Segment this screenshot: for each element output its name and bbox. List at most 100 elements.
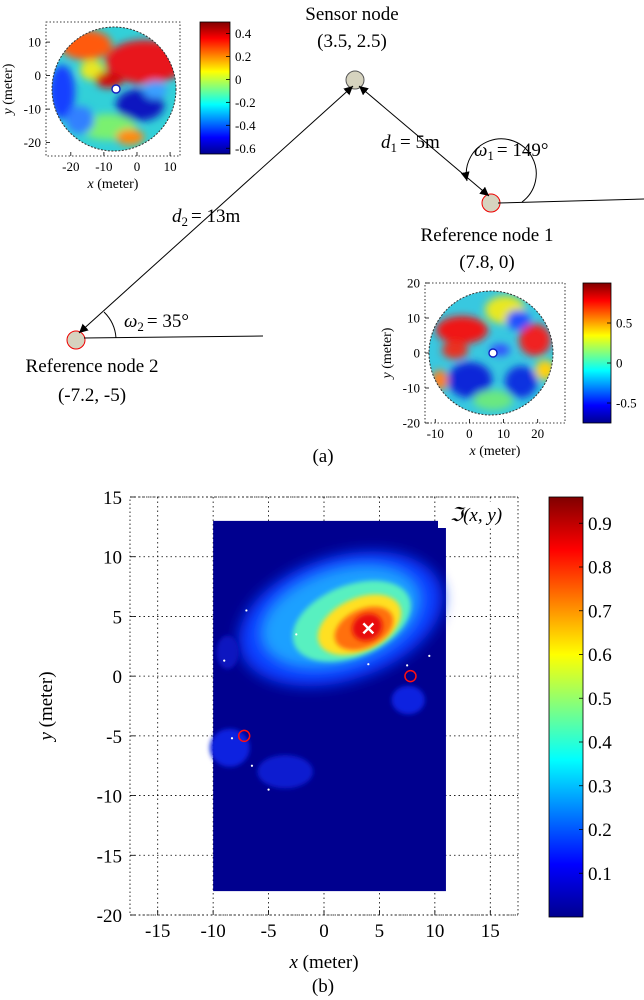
inset-a-disc-edge [51, 26, 177, 152]
reference-node-1-marker [481, 193, 501, 213]
colorbar-tick-label: 0.4 [235, 26, 252, 41]
x-tick-label: 20 [531, 426, 544, 441]
heatmap-blob [209, 728, 250, 767]
inset-a-frame [45, 21, 181, 157]
colorbar-tick-label: 0.5 [616, 316, 632, 331]
inset-a-colorbar [199, 21, 231, 155]
colorbar-tick-label: 0.9 [588, 514, 612, 535]
edge-d2-label: d2 = 13m [172, 206, 240, 229]
reference-node-1-baseline [497, 198, 644, 204]
colorbar-tick-label: 0 [235, 72, 242, 87]
x-axis-label: x (meter) [288, 952, 358, 973]
inset-a-heatmap [52, 27, 176, 151]
panel-b-label: (b) [312, 976, 334, 997]
heatmap-blob [257, 754, 313, 789]
x-tick-label: -10 [95, 159, 112, 174]
heatmap-blob [216, 635, 239, 669]
heatmap-speck [428, 654, 431, 657]
x-tick-label: -10 [427, 426, 444, 441]
inset-pattern-ref2: -20 -10 0 10 10 0 -10 -20 x (meter) y (meter) 0.4… [1, 21, 256, 192]
colorbar-tick-label: -0.4 [235, 118, 256, 133]
y-tick-label: 10 [28, 35, 41, 50]
x-tick-label: 15 [481, 921, 500, 942]
x-tick-label: 0 [134, 159, 141, 174]
y-tick-label: 0 [35, 68, 42, 83]
x-axis-label: x (meter) [469, 444, 521, 459]
inset-b-heatmap [429, 291, 553, 415]
angle-omega1-arc [460, 138, 537, 203]
reference-node-1-title: Reference node 1 [421, 225, 554, 246]
x-tick-label: 10 [497, 426, 510, 441]
y-tick-label: -10 [97, 787, 122, 808]
heatmap-speck [367, 663, 370, 666]
x-tick-label: 5 [375, 921, 385, 942]
inset-b-axes: -10 0 10 20 20 10 0 -10 -20 x (meter) y (meter) [380, 276, 544, 459]
y-tick-label: 5 [113, 607, 123, 628]
chart-title: ℑ(x, y) [450, 505, 502, 526]
main-colorbar [548, 496, 584, 918]
reference-node-marker [237, 729, 251, 743]
x-tick-label: 10 [425, 921, 444, 942]
colorbar-tick-label: 0.2 [588, 820, 612, 841]
y-tick-label: 10 [103, 548, 122, 569]
panel-b-chart: -15 -10 -5 0 5 10 15 15 10 5 0 -5 -10 -15 -20 x (meter)… [36, 488, 612, 997]
y-tick-label: -20 [24, 135, 41, 150]
edge-d2-arrow [78, 85, 354, 334]
x-tick-label: 0 [466, 426, 473, 441]
y-tick-label: 20 [407, 276, 420, 291]
reference-node-2-title: Reference node 2 [26, 356, 159, 377]
colorbar-tick-label: 0.1 [588, 864, 612, 885]
y-axis-label: y (meter) [1, 63, 16, 116]
y-tick-label: -10 [403, 381, 420, 396]
inset-pattern-ref1: -10 0 10 20 20 10 0 -10 -20 x (meter) y (meter) 0.… [380, 276, 637, 459]
x-tick-label: -10 [200, 921, 225, 942]
title-box [438, 502, 514, 528]
x-tick-label: 10 [164, 159, 177, 174]
sensor-node-marker [345, 70, 365, 90]
reference-node-2-baseline [83, 335, 264, 339]
heatmap-speck [223, 659, 226, 662]
markers [237, 622, 417, 743]
heatmap-speck [406, 664, 409, 667]
heatmap-speck [250, 764, 254, 767]
y-tick-label: -5 [106, 727, 122, 748]
x-tick-label: -5 [261, 921, 277, 942]
colorbar-tick-label: -0.5 [616, 396, 637, 411]
inset-b-node-marker [488, 348, 498, 358]
angle-omega2-arc [103, 311, 117, 339]
y-tick-label: -20 [97, 906, 122, 927]
inset-a-axes: -20 -10 0 10 10 0 -10 -20 x (meter) y (meter) [1, 35, 177, 192]
x-tick-label: 0 [319, 921, 329, 942]
colorbar-tick-label: 0.8 [588, 558, 612, 579]
panel-a-label: (a) [312, 446, 333, 467]
main-colorbar-ticks: 0.9 0.8 0.7 0.6 0.5 0.4 0.3 0.2 0.1 [579, 514, 612, 885]
inset-a-node-marker [111, 84, 121, 94]
y-tick-label: 10 [407, 311, 420, 326]
angle-omega1-label: ω1 = 149° [474, 140, 549, 163]
x-tick-label: -15 [145, 921, 170, 942]
inset-a-colorbar-ticks: 0.4 0.2 0 -0.2 -0.4 -0.6 [226, 26, 256, 156]
heatmap-speck [267, 788, 270, 791]
reference-node-1-coords: (7.8, 0) [459, 252, 514, 273]
inset-b-colorbar-ticks: 0.5 0 -0.5 [607, 316, 637, 411]
colorbar-tick-label: -0.6 [235, 141, 256, 156]
colorbar-tick-label: 0.7 [588, 601, 612, 622]
main-axes: -15 -10 -5 0 5 10 15 15 10 5 0 -5 -10 -15 -20 x (meter)… [36, 488, 500, 973]
reference-node-2-coords: (-7.2, -5) [58, 385, 126, 406]
y-axis-label: y (meter) [36, 671, 57, 742]
y-tick-label: 0 [113, 667, 123, 688]
reference-node-2-marker [66, 330, 86, 350]
heatmap-field [209, 551, 443, 789]
colorbar-tick-label: 0.5 [588, 689, 612, 710]
heatmap-specks [223, 609, 431, 791]
colorbar-tick-label: 0.4 [588, 733, 612, 754]
sensor-node-title: Sensor node [305, 4, 398, 25]
angle-omega2-label: ω2 = 35° [124, 311, 189, 334]
panel-a-diagram: Sensor node (3.5, 2.5) Reference node 1 … [26, 4, 644, 467]
heatmap-blob [391, 685, 425, 715]
y-tick-label: -20 [403, 416, 420, 431]
x-axis-label: x (meter) [87, 177, 139, 192]
heatmap-speck [295, 633, 298, 636]
reference-node-marker [404, 669, 417, 683]
colorbar-tick-label: 0.2 [235, 49, 251, 64]
